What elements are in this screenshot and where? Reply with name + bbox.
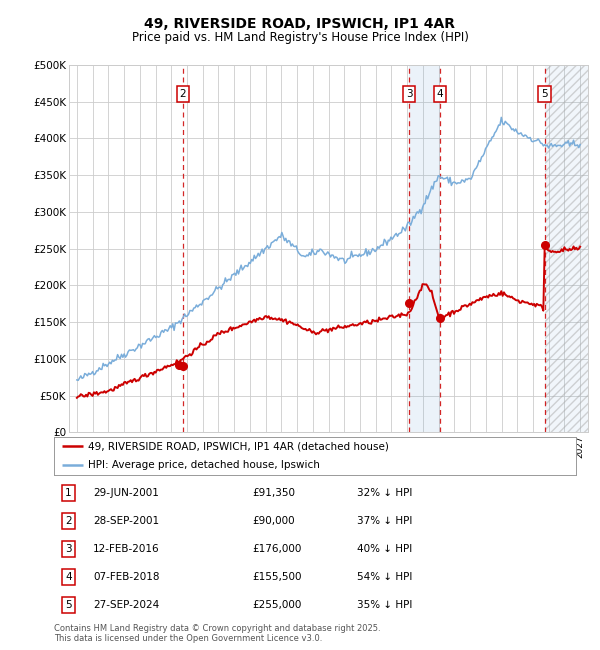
Text: 35% ↓ HPI: 35% ↓ HPI xyxy=(357,600,412,610)
Text: £176,000: £176,000 xyxy=(253,544,302,554)
Bar xyxy=(409,65,440,432)
Text: 54% ↓ HPI: 54% ↓ HPI xyxy=(357,572,412,582)
Text: £155,500: £155,500 xyxy=(253,572,302,582)
Text: 40% ↓ HPI: 40% ↓ HPI xyxy=(357,544,412,554)
Bar xyxy=(545,65,588,432)
Bar xyxy=(545,65,588,432)
Text: 1: 1 xyxy=(65,488,72,498)
Text: 2: 2 xyxy=(179,90,186,99)
Text: 37% ↓ HPI: 37% ↓ HPI xyxy=(357,516,412,526)
Text: 27-SEP-2024: 27-SEP-2024 xyxy=(93,600,160,610)
Text: 2: 2 xyxy=(65,516,72,526)
Text: Price paid vs. HM Land Registry's House Price Index (HPI): Price paid vs. HM Land Registry's House … xyxy=(131,31,469,44)
Text: 5: 5 xyxy=(65,600,72,610)
Text: 12-FEB-2016: 12-FEB-2016 xyxy=(93,544,160,554)
Text: 4: 4 xyxy=(65,572,72,582)
Text: 49, RIVERSIDE ROAD, IPSWICH, IP1 4AR (detached house): 49, RIVERSIDE ROAD, IPSWICH, IP1 4AR (de… xyxy=(88,441,389,451)
Text: HPI: Average price, detached house, Ipswich: HPI: Average price, detached house, Ipsw… xyxy=(88,460,320,470)
Text: 5: 5 xyxy=(541,90,548,99)
Text: £91,350: £91,350 xyxy=(253,488,295,498)
Text: Contains HM Land Registry data © Crown copyright and database right 2025.
This d: Contains HM Land Registry data © Crown c… xyxy=(54,624,380,644)
Text: 28-SEP-2001: 28-SEP-2001 xyxy=(93,516,159,526)
Text: 29-JUN-2001: 29-JUN-2001 xyxy=(93,488,159,498)
Text: £90,000: £90,000 xyxy=(253,516,295,526)
Text: 3: 3 xyxy=(65,544,72,554)
Text: 4: 4 xyxy=(437,90,443,99)
Text: 32% ↓ HPI: 32% ↓ HPI xyxy=(357,488,412,498)
Text: 3: 3 xyxy=(406,90,412,99)
Text: 07-FEB-2018: 07-FEB-2018 xyxy=(93,572,160,582)
Text: £255,000: £255,000 xyxy=(253,600,302,610)
Text: 49, RIVERSIDE ROAD, IPSWICH, IP1 4AR: 49, RIVERSIDE ROAD, IPSWICH, IP1 4AR xyxy=(145,17,455,31)
